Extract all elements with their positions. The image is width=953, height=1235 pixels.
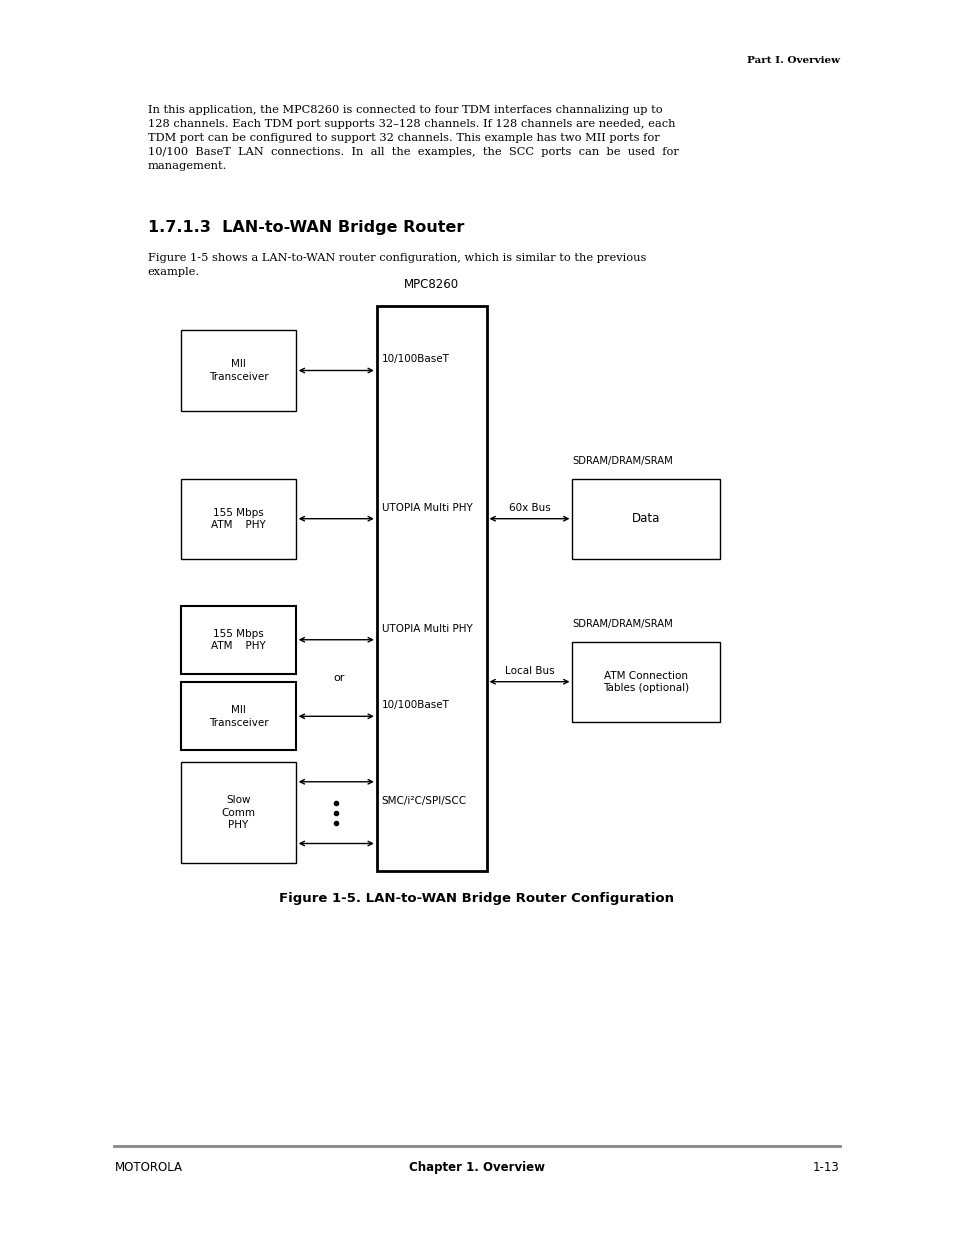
Text: or: or [333,673,344,683]
Bar [181,606,295,674]
Text: UTOPIA Multi PHY: UTOPIA Multi PHY [381,624,472,634]
Text: MII
Transceiver: MII Transceiver [209,705,268,727]
Text: ATM Connection
Tables (optional): ATM Connection Tables (optional) [602,671,689,693]
Text: Data: Data [632,513,659,525]
Text: 155 Mbps
ATM    PHY: 155 Mbps ATM PHY [211,629,266,651]
Bar [572,479,720,559]
Text: 1.7.1.3  LAN-to-WAN Bridge Router: 1.7.1.3 LAN-to-WAN Bridge Router [148,220,464,235]
Text: 155 Mbps
ATM    PHY: 155 Mbps ATM PHY [211,508,266,530]
Bar [181,683,295,751]
Bar [181,479,295,559]
Text: 10/100BaseT: 10/100BaseT [381,354,449,364]
Text: 10/100BaseT: 10/100BaseT [381,700,449,710]
Text: SDRAM/DRAM/SRAM: SDRAM/DRAM/SRAM [572,619,673,630]
Text: SMC/i²C/SPI/SCC: SMC/i²C/SPI/SCC [381,797,466,806]
Text: Chapter 1. Overview: Chapter 1. Overview [409,1161,544,1174]
Text: UTOPIA Multi PHY: UTOPIA Multi PHY [381,503,472,513]
Text: 60x Bus: 60x Bus [508,503,550,513]
Text: MPC8260: MPC8260 [404,278,458,291]
Text: Local Bus: Local Bus [504,666,554,676]
Bar [376,306,486,871]
Text: SDRAM/DRAM/SRAM: SDRAM/DRAM/SRAM [572,456,673,467]
Text: Slow
Comm
PHY: Slow Comm PHY [221,795,255,830]
Text: MOTOROLA: MOTOROLA [114,1161,182,1174]
Text: MII
Transceiver: MII Transceiver [209,359,268,382]
Text: Figure 1-5 shows a LAN-to-WAN router configuration, which is similar to the prev: Figure 1-5 shows a LAN-to-WAN router con… [148,253,645,277]
Text: In this application, the MPC8260 is connected to four TDM interfaces channalizin: In this application, the MPC8260 is conn… [148,105,678,170]
Text: 1-13: 1-13 [812,1161,839,1174]
Text: Figure 1-5. LAN-to-WAN Bridge Router Configuration: Figure 1-5. LAN-to-WAN Bridge Router Con… [279,892,674,905]
Bar [181,762,295,863]
Text: Part I. Overview: Part I. Overview [746,56,839,64]
Bar [181,331,295,410]
Bar [572,642,720,721]
